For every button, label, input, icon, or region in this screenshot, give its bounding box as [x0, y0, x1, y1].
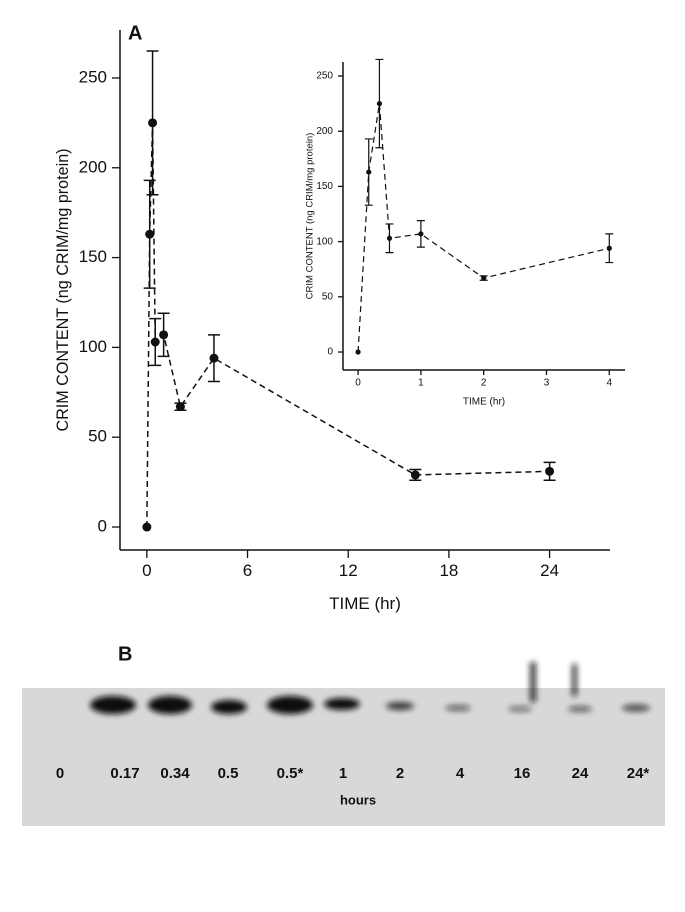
panel-label: A	[128, 22, 142, 44]
y-axis-label: CRIM CONTENT (ng CRIM/mg protein)	[54, 148, 72, 431]
y-tick-label: 200	[316, 126, 333, 137]
x-tick-label: 0	[355, 378, 361, 389]
data-point	[376, 101, 383, 107]
lane-label: 24*	[627, 765, 650, 782]
x-tick-label: 3	[544, 378, 550, 389]
y-tick-label: 50	[88, 427, 107, 446]
data-point	[145, 229, 155, 239]
data-point	[386, 235, 393, 241]
y-tick-label: 100	[79, 337, 107, 356]
data-point	[159, 330, 169, 340]
y-tick-label: 150	[316, 181, 333, 192]
data-point	[366, 169, 372, 175]
x-tick-label: 1	[418, 378, 424, 389]
data-point	[418, 231, 424, 237]
lane-label: 1	[339, 765, 347, 782]
lane-label: 0	[56, 765, 64, 782]
x-tick-label: 12	[339, 561, 358, 580]
lane-label: 4	[456, 765, 465, 782]
y-tick-label: 100	[316, 236, 333, 247]
x-tick-label: 0	[142, 561, 151, 580]
y-axis-label: CRIM CONTENT (ng CRIM/mg protein)	[305, 133, 316, 300]
y-tick-label: 250	[316, 71, 333, 82]
lane-label: 0.17	[110, 765, 139, 782]
data-point	[148, 118, 158, 128]
x-axis-label: TIME (hr)	[329, 594, 401, 613]
gel-bands	[90, 662, 650, 714]
x-tick-label: 18	[439, 561, 458, 580]
y-tick-label: 0	[98, 516, 107, 535]
y-tick-label: 50	[322, 291, 334, 302]
lane-label: 0.5	[218, 765, 239, 782]
lane-label: 24	[572, 765, 589, 782]
data-point	[410, 470, 420, 480]
y-tick-label: 200	[79, 157, 107, 176]
data-line	[357, 103, 610, 353]
lane-label: 0.5*	[277, 765, 304, 782]
gel-x-label: hours	[340, 792, 376, 807]
data-point	[545, 466, 555, 476]
data-point	[606, 245, 612, 251]
x-axis-label: TIME (hr)	[463, 397, 505, 408]
lane-label: 0.34	[160, 765, 190, 782]
lane-label: 2	[396, 765, 404, 782]
y-tick-label: 150	[79, 247, 107, 266]
data-point	[175, 402, 185, 412]
data-point	[481, 275, 487, 281]
y-tick-label: 0	[327, 347, 333, 358]
data-line	[146, 122, 550, 528]
data-point	[209, 353, 219, 363]
x-tick-label: 6	[243, 561, 252, 580]
data-point	[355, 349, 361, 355]
x-tick-label: 2	[481, 378, 487, 389]
data-point	[150, 337, 160, 347]
x-tick-label: 4	[607, 378, 613, 389]
lane-label: 16	[514, 765, 531, 782]
x-tick-label: 24	[540, 561, 559, 580]
data-point	[142, 522, 152, 532]
y-tick-label: 250	[79, 67, 107, 86]
panel-label: B	[118, 643, 132, 665]
